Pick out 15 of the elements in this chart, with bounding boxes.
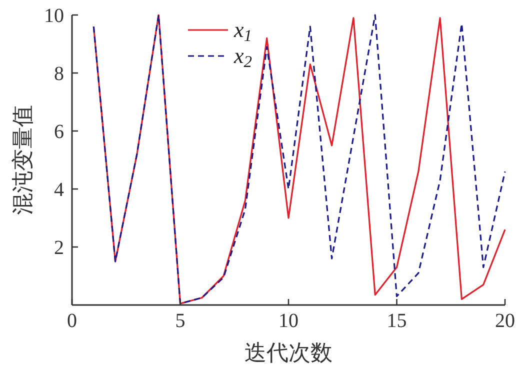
x-axis-title: 迭代次数 <box>244 340 332 365</box>
legend-label: x$_{2}$ <box>233 43 252 72</box>
y-tick-label: 6 <box>54 121 64 143</box>
y-axis-title: 混沌变量值 <box>10 105 35 215</box>
y-tick-label: 8 <box>54 63 64 85</box>
line-series <box>92 14 506 304</box>
legend-label: x$_{1}$ <box>234 17 252 46</box>
x-tick-label: 10 <box>278 310 298 332</box>
x-tick-label: 5 <box>175 310 186 332</box>
x-tick-label: 15 <box>386 310 407 332</box>
x-tick-label: 0 <box>67 310 77 332</box>
y-tick-label: 2 <box>54 237 64 259</box>
y-tick-label: 10 <box>44 5 64 27</box>
y-tick-label: 4 <box>54 179 64 201</box>
x-tick-label: 20 <box>495 310 515 332</box>
